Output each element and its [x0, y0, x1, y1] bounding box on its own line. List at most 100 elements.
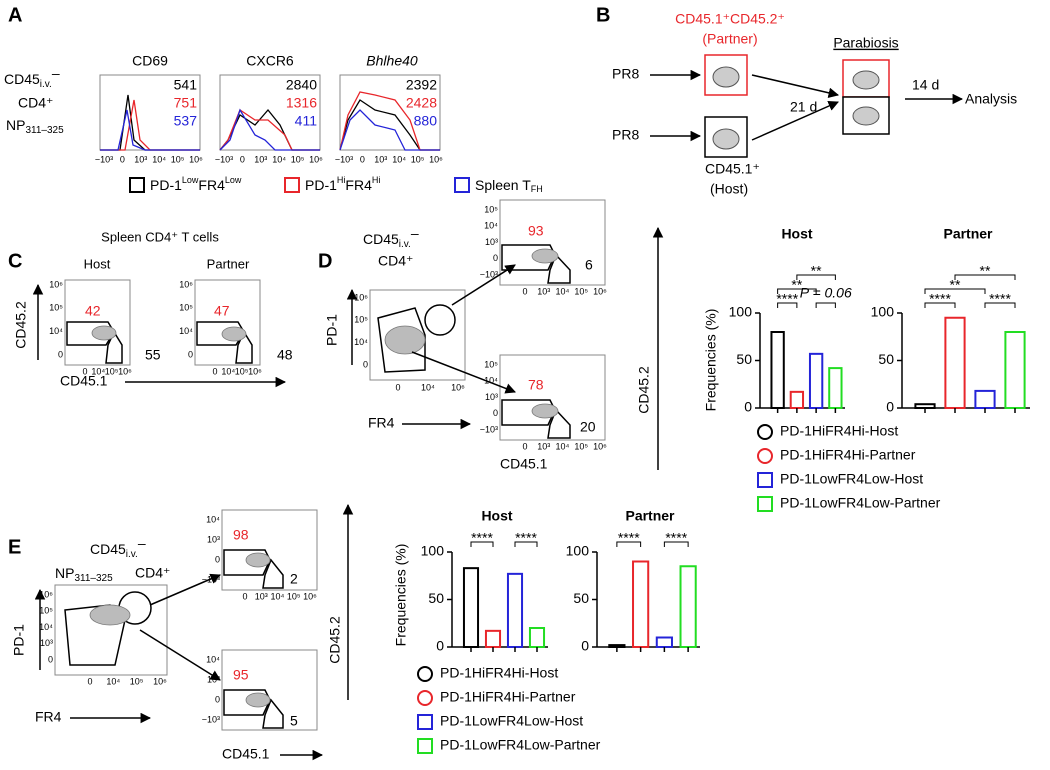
flow-plots-c [64, 279, 261, 366]
histograms [99, 74, 441, 151]
flow-tick: −10³ [480, 424, 498, 434]
percent: 6 [585, 257, 593, 273]
axis-label: CD45.2 [327, 616, 343, 664]
flow-tick: 10⁶ [39, 589, 53, 599]
flow-tick: 10³ [207, 674, 220, 684]
flow-tick: 10⁵ [574, 441, 588, 451]
legend-entry: PD-1LowFR4Low [150, 175, 242, 192]
hist-title: Bhlhe40 [366, 53, 418, 69]
mouse-icon [712, 66, 740, 88]
bar [974, 389, 996, 409]
mfi: 537 [174, 113, 198, 129]
gate-label: NP311–325 [55, 565, 113, 584]
sig-bracket [777, 302, 798, 308]
flow-tick: 10⁴ [484, 221, 498, 231]
hist-values: 541 751 537 2840 1316 411 2392 2428 880 [174, 77, 438, 129]
flow-tick: 10⁵ [39, 606, 53, 616]
y-tick-label: 50 [878, 351, 894, 367]
legend-entry: PD-1HiFR4Hi-Partner [780, 447, 916, 463]
bar [789, 390, 805, 410]
legend-entry: PD-1HiFR4Hi-Partner [440, 689, 576, 705]
bar [808, 352, 824, 410]
sig-bracket [470, 541, 494, 547]
flow-tick: 10⁴ [106, 676, 120, 686]
y-tick-label: 0 [886, 399, 894, 415]
axis-label: CD45.1 [222, 746, 270, 762]
chart-title: Partner [625, 508, 675, 524]
flow-tick: 0 [87, 676, 92, 686]
percent: 78 [528, 377, 544, 393]
hist-title: CD69 [132, 53, 168, 69]
legend-symbol [417, 690, 433, 706]
flow-tick: 10³ [207, 534, 220, 544]
mfi: 1316 [286, 95, 317, 111]
partner-label: (Partner) [702, 31, 757, 47]
bar [528, 627, 546, 648]
panel-label: D [318, 250, 332, 272]
sig-label: **** [665, 530, 687, 546]
flow-tick: 0 [188, 349, 193, 359]
panel-label: C [8, 250, 22, 272]
sig-label: **** [989, 291, 1011, 307]
axis-label: CD45.1 [500, 456, 548, 472]
chart-title: Host [781, 226, 812, 242]
legend-symbol [417, 738, 433, 754]
flow-tick: 10⁴ [272, 154, 286, 164]
sig-bracket [663, 541, 689, 547]
flow-tick: 10⁵ [411, 154, 425, 164]
flow-tick: 10⁶ [593, 441, 607, 451]
flow-tick: 10⁶ [49, 279, 63, 289]
flow-tick: 10³ [537, 441, 550, 451]
percent: 2 [290, 571, 298, 587]
legend-entry: PD-1LowFR4Low-Host [440, 713, 583, 729]
flow-tick: 0 [215, 554, 220, 564]
y-tick-label: 0 [581, 638, 589, 654]
bar [770, 331, 785, 409]
gate-label: CD45i.v.– [90, 535, 146, 560]
sig-bracket [924, 288, 986, 294]
bar [655, 636, 673, 648]
flow-tick: 10⁶ [248, 366, 262, 376]
mfi: 880 [414, 113, 438, 129]
flow-tick: 10³ [255, 591, 268, 601]
flow-tick: 10⁴ [354, 337, 368, 347]
legend-symbol [417, 714, 433, 730]
y-axis-label: Frequencies (%) [703, 309, 719, 412]
flow-tick: 10⁵ [105, 366, 119, 376]
flow-tick: 0 [363, 359, 368, 369]
sig-bracket [924, 302, 956, 308]
flow-tick: 10⁵ [574, 286, 588, 296]
mouse-icon [852, 106, 880, 126]
days: 14 d [912, 77, 939, 93]
chart-title: Host [481, 508, 512, 524]
bar [484, 629, 502, 648]
legend-symbol [417, 666, 433, 682]
bar [632, 560, 650, 648]
group: Partner [207, 256, 250, 271]
host-label: (Host) [710, 181, 748, 197]
mfi: 2392 [406, 77, 437, 93]
y-tick-label: 50 [573, 590, 589, 606]
flow-tick: 10⁵ [354, 315, 368, 325]
flow-tick: 10⁶ [429, 154, 443, 164]
days: 21 d [790, 99, 817, 115]
bar [608, 644, 626, 648]
flow-tick: 0 [522, 286, 527, 296]
bar [914, 403, 936, 410]
parabiosis: Parabiosis [833, 35, 898, 51]
percent: 98 [233, 527, 249, 543]
flow-tick: 0 [242, 591, 247, 601]
flow-tick: 10⁴ [39, 622, 53, 632]
flow-tick: −10³ [202, 714, 220, 724]
bar [944, 316, 966, 409]
side-label: CD4⁺ [18, 95, 53, 111]
legend-a: PD-1LowFR4Low PD-1HiFR4Hi Spleen TFH [129, 175, 543, 194]
bar [679, 565, 697, 648]
y-axis-label: Frequencies (%) [393, 544, 409, 647]
flow-tick: 10⁵ [49, 303, 63, 313]
percent: 55 [145, 347, 161, 363]
flow-tick: −10³ [95, 154, 113, 164]
percent: 47 [214, 303, 230, 319]
axis-label: PD-1 [324, 314, 340, 346]
